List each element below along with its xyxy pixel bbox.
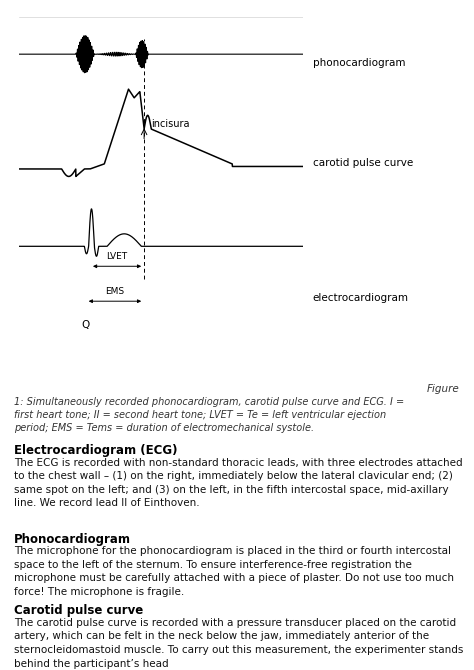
Text: Electrocardiogram (ECG): Electrocardiogram (ECG) [14,444,178,457]
Text: Phonocardiogram: Phonocardiogram [14,533,131,545]
Text: The carotid pulse curve is recorded with a pressure transducer placed on the car: The carotid pulse curve is recorded with… [14,618,464,669]
Text: Carotid pulse curve: Carotid pulse curve [14,604,144,617]
Text: Q: Q [82,320,90,330]
Text: phonocardiogram: phonocardiogram [313,58,405,68]
Text: EMS: EMS [105,287,125,296]
Text: LVET: LVET [107,253,128,261]
Text: electrocardiogram: electrocardiogram [313,293,409,303]
Text: The ECG is recorded with non-standard thoracic leads, with three electrodes atta: The ECG is recorded with non-standard th… [14,458,463,509]
Text: carotid pulse curve: carotid pulse curve [313,158,413,168]
Text: 1: Simultaneously recorded phonocardiogram, carotid pulse curve and ECG. I =
fir: 1: Simultaneously recorded phonocardiogr… [14,397,404,433]
Text: Figure: Figure [427,384,460,394]
Text: incisura: incisura [151,119,190,129]
Text: The microphone for the phonocardiogram is placed in the third or fourth intercos: The microphone for the phonocardiogram i… [14,546,454,597]
